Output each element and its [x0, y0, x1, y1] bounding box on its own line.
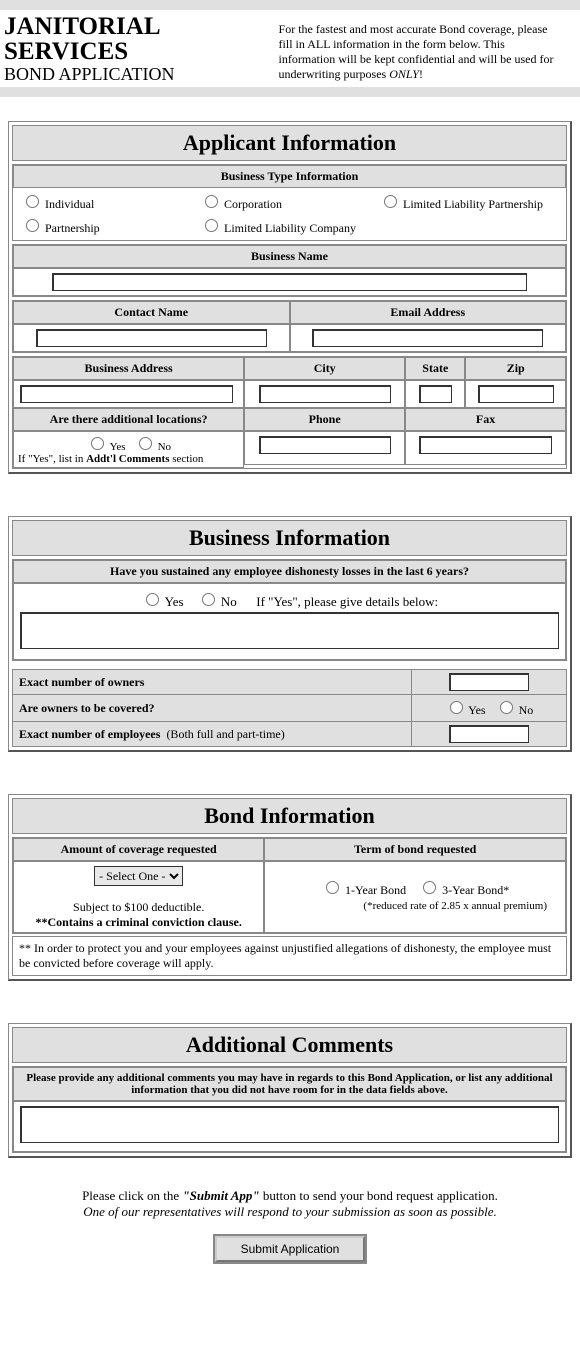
header: JANITORIAL SERVICES BOND APPLICATION For… — [0, 10, 580, 85]
deductible-note: Subject to $100 deductible. — [20, 900, 257, 915]
term-header: Term of bond requested — [264, 838, 566, 861]
separator-bar — [0, 87, 580, 97]
loss-details-textarea[interactable] — [20, 612, 559, 649]
covered-yes[interactable]: Yes — [445, 703, 486, 717]
address-input[interactable] — [20, 385, 233, 403]
term-3year[interactable]: 3-Year Bond* — [418, 883, 509, 897]
zip-header: Zip — [465, 357, 566, 380]
comments-title: Additional Comments — [12, 1027, 567, 1063]
term-1year[interactable]: 1-Year Bond — [321, 883, 406, 897]
phone-header: Phone — [244, 408, 405, 431]
email-header: Email Address — [290, 301, 567, 324]
zip-input[interactable] — [478, 385, 554, 403]
covered-no[interactable]: No — [495, 703, 534, 717]
top-bar — [0, 0, 580, 10]
employees-label: Exact number of employees — [19, 727, 160, 741]
contact-name-input[interactable] — [36, 329, 267, 347]
biztype-header: Business Type Information — [13, 165, 566, 188]
email-input[interactable] — [312, 329, 543, 347]
opt-partnership[interactable]: Partnership — [21, 221, 100, 235]
opt-llp[interactable]: Limited Liability Partnership — [379, 197, 543, 211]
covered-label: Are owners to be covered? — [19, 701, 155, 715]
addl-loc-header: Are there additional locations? — [13, 408, 244, 431]
phone-input[interactable] — [259, 436, 391, 454]
bond-title: Bond Information — [12, 798, 567, 834]
loss-yes[interactable]: Yes — [141, 594, 184, 609]
addr-header: Business Address — [13, 357, 244, 380]
biztype-row1: Individual Corporation Limited Liability… — [13, 188, 566, 216]
bond-panel: Bond Information Amount of coverage requ… — [8, 794, 572, 981]
owners-table: Exact number of owners Are owners to be … — [12, 669, 567, 747]
amount-select[interactable]: - Select One - — [94, 866, 183, 886]
comments-textarea[interactable] — [20, 1106, 559, 1143]
state-header: State — [405, 357, 465, 380]
state-input[interactable] — [419, 385, 451, 403]
owners-label: Exact number of owners — [19, 675, 144, 689]
city-header: City — [244, 357, 405, 380]
opt-corporation[interactable]: Corporation — [200, 197, 282, 211]
contact-header: Contact Name — [13, 301, 290, 324]
business-name-input[interactable] — [52, 273, 526, 291]
rate-note: (*reduced rate of 2.85 x annual premium) — [271, 900, 559, 912]
opt-individual[interactable]: Individual — [21, 197, 94, 211]
loss-no[interactable]: No — [197, 594, 237, 609]
amount-header: Amount of coverage requested — [13, 838, 264, 861]
business-panel: Business Information Have you sustained … — [8, 516, 572, 752]
title-line2: SERVICES — [4, 39, 279, 64]
bizname-header: Business Name — [13, 245, 566, 268]
city-input[interactable] — [259, 385, 391, 403]
header-blurb: For the fastest and most accurate Bond c… — [279, 14, 576, 85]
fax-input[interactable] — [419, 436, 551, 454]
employees-input[interactable] — [449, 725, 529, 743]
addl-no[interactable]: No — [134, 441, 171, 453]
comments-panel: Additional Comments Please provide any a… — [8, 1023, 572, 1158]
submit-section: Please click on the "Submit App" button … — [0, 1188, 580, 1262]
loss-header: Have you sustained any employee dishones… — [13, 560, 566, 583]
addl-note: If "Yes", list in Addt'l Comments sectio… — [18, 453, 239, 465]
loss-details-label: If "Yes", please give details below: — [256, 594, 438, 609]
bond-footnote: ** In order to protect you and your empl… — [12, 936, 567, 976]
biztype-row2: Partnership Limited Liability Company — [13, 216, 566, 240]
addl-yes[interactable]: Yes — [86, 441, 125, 453]
employees-note: (Both full and part-time) — [166, 727, 284, 741]
submit-button[interactable]: Submit Application — [215, 1236, 366, 1262]
business-title: Business Information — [12, 520, 567, 556]
fax-header: Fax — [405, 408, 566, 431]
title-line1: JANITORIAL — [4, 14, 279, 39]
subtitle: BOND APPLICATION — [4, 64, 279, 85]
clause-note: **Contains a criminal conviction clause. — [36, 915, 242, 929]
applicant-title: Applicant Information — [12, 125, 567, 161]
opt-llc[interactable]: Limited Liability Company — [200, 221, 356, 235]
comments-prompt: Please provide any additional comments y… — [13, 1067, 566, 1101]
owners-input[interactable] — [449, 673, 529, 691]
applicant-panel: Applicant Information Business Type Info… — [8, 121, 572, 474]
